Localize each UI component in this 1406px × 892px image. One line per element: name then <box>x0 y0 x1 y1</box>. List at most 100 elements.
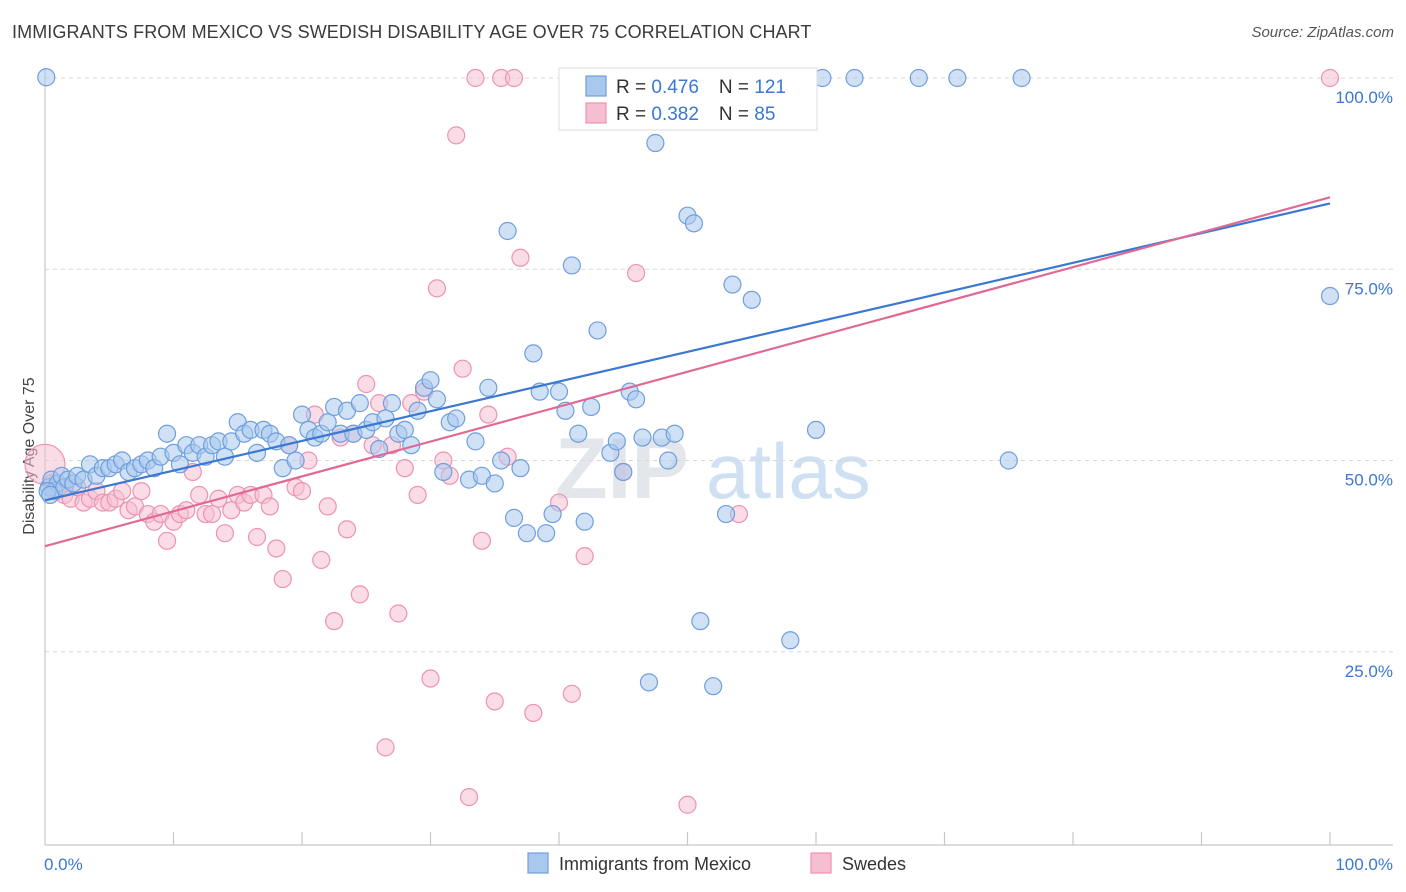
swedes-point <box>357 374 376 394</box>
swedes-point <box>260 497 279 516</box>
swedes-point <box>626 263 646 283</box>
swedes-point <box>511 248 530 267</box>
swedes-point <box>318 497 337 516</box>
mexico-point <box>639 673 659 692</box>
legend-top: R = 0.476 N = 121 R = 0.382 N = 85 <box>558 67 818 131</box>
mexico-point <box>723 275 742 294</box>
mexico-point <box>421 371 440 390</box>
swedes-point <box>466 68 485 88</box>
y-tick-labels: 25.0% 50.0% 75.0% 100.0% <box>1335 88 1393 681</box>
swedes-point <box>678 795 697 814</box>
swedes-point <box>190 485 209 505</box>
mexico-point <box>633 428 652 447</box>
swedes-point <box>524 703 543 723</box>
legend-n-value-blue: 121 <box>754 77 786 98</box>
swedes-point <box>337 520 357 539</box>
legend-r-value-pink: 0.382 <box>651 104 699 125</box>
swedes-point <box>273 569 292 589</box>
mexico-point <box>569 424 588 443</box>
chart-title: IMMIGRANTS FROM MEXICO VS SWEDISH DISABI… <box>12 22 812 42</box>
swedes-point <box>389 604 408 623</box>
swedes-point <box>575 547 594 566</box>
mexico-point <box>479 378 498 397</box>
mexico-point <box>588 321 607 340</box>
mexico-point <box>742 290 761 309</box>
mexico-point <box>41 485 60 505</box>
mexico-point <box>382 394 402 413</box>
mexico-point <box>948 68 967 88</box>
watermark: ZIP atlas <box>555 421 871 517</box>
y-tick-label-100: 100.0% <box>1335 88 1393 107</box>
mexico-point <box>806 420 826 439</box>
swedes-point <box>215 524 234 543</box>
mexico-point <box>582 397 601 417</box>
mexico-point <box>716 504 736 524</box>
legend-swatch-blue <box>585 75 607 97</box>
legend-row-pink: R = 0.382 N = 85 <box>616 104 775 125</box>
mexico-point <box>524 344 543 363</box>
swedes-point <box>267 539 286 558</box>
mexico-point <box>665 424 684 443</box>
mexico-point <box>157 424 177 443</box>
swedes-point <box>562 684 581 703</box>
mexico-point <box>614 462 633 482</box>
swedes-point <box>447 126 466 145</box>
legend-bottom-label-blue: Immigrants from Mexico <box>559 854 751 874</box>
mexico-point <box>549 382 569 401</box>
swedes-point <box>112 482 132 501</box>
mexico-point <box>395 420 414 439</box>
legend-bottom: Immigrants from Mexico Swedes <box>527 852 906 874</box>
swedes-point <box>247 527 267 547</box>
swedes-point <box>292 482 312 501</box>
mexico-point <box>909 68 928 88</box>
mexico-point <box>1012 68 1031 88</box>
gridlines <box>45 77 1393 653</box>
mexico-point <box>292 405 312 424</box>
mexico-point <box>999 451 1018 470</box>
swedes-point <box>427 279 447 298</box>
swedes-point <box>472 531 491 550</box>
mexico-point <box>447 409 466 428</box>
mexico-point <box>37 68 56 87</box>
mexico-point <box>517 524 536 543</box>
mexico-point <box>845 68 864 88</box>
swedes-point <box>408 485 427 505</box>
swedes-point <box>453 359 472 378</box>
mexico-point <box>691 612 710 631</box>
swedes-point <box>485 692 504 711</box>
mexico-point <box>492 451 511 470</box>
legend-r-label-pink: R = <box>616 104 651 125</box>
x-axis-ticks <box>172 832 1331 845</box>
mexico-point <box>626 390 646 409</box>
mexico-point <box>318 413 337 432</box>
swedes-point <box>459 787 479 807</box>
swedes-point <box>395 459 414 478</box>
swedes-point <box>376 738 395 757</box>
mexico-point <box>659 451 678 470</box>
legend-r-value-blue: 0.476 <box>651 77 699 98</box>
mexico-point <box>704 677 723 696</box>
mexico-point <box>646 133 665 153</box>
mexico-point <box>504 508 524 527</box>
swedes-point <box>350 585 369 604</box>
source-credit: Source: ZipAtlas.com <box>1251 24 1394 41</box>
mexico-point <box>684 214 704 233</box>
mexico-point <box>511 459 530 478</box>
mexico-point <box>376 409 395 428</box>
legend-row-blue: R = 0.476 N = 121 <box>616 77 786 98</box>
mexico-point <box>434 462 453 482</box>
y-tick-label-25: 25.0% <box>1345 662 1393 681</box>
mexico-point <box>562 256 581 275</box>
mexico-points <box>37 68 1340 696</box>
mexico-point <box>498 221 517 241</box>
swedes-point <box>312 550 331 570</box>
watermark-atlas: atlas <box>706 427 871 515</box>
legend-bottom-swatch-pink <box>810 852 832 874</box>
legend-bottom-swatch-blue <box>527 852 549 874</box>
legend-swatch-pink <box>585 102 607 124</box>
swedes-point <box>479 405 498 424</box>
y-tick-label-50: 50.0% <box>1345 471 1393 490</box>
mexico-point <box>781 631 800 650</box>
mexico-point <box>607 432 626 451</box>
